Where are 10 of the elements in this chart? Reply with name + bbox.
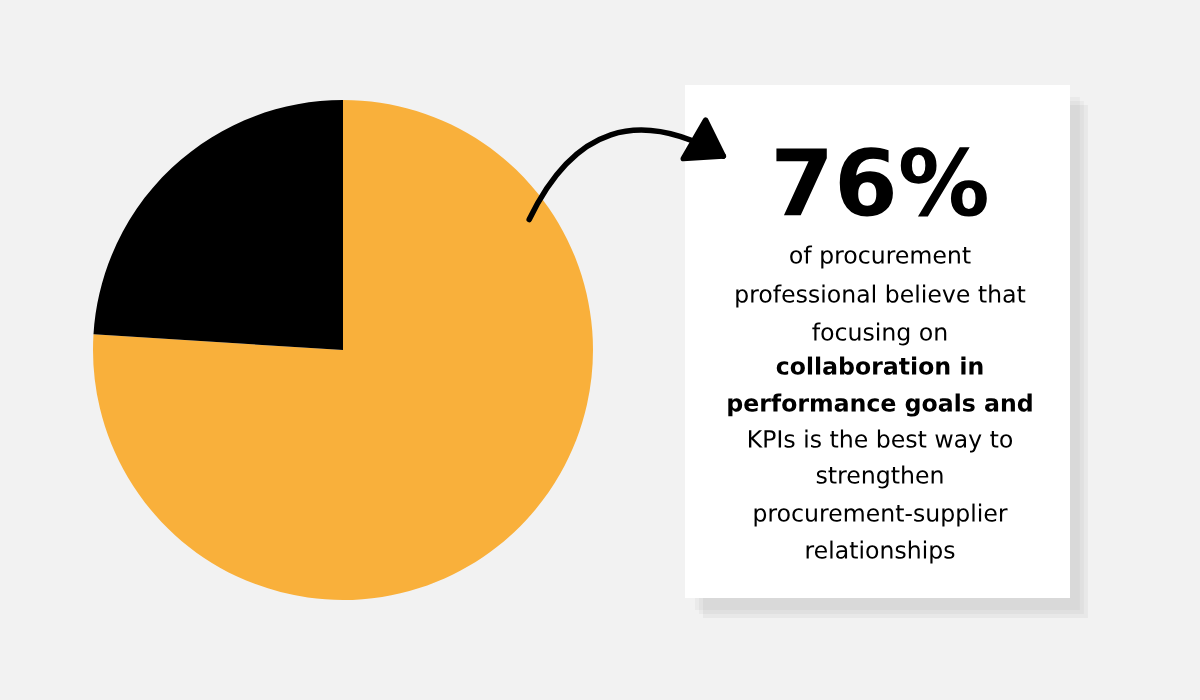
text: professional believe that	[736, 284, 1026, 308]
text: of procurement	[790, 245, 971, 269]
text: 76%	[776, 147, 987, 217]
text: focusing on	[812, 322, 947, 346]
text: strengthen	[816, 465, 943, 489]
text: procurement-supplier	[754, 503, 1008, 527]
text: relationships	[806, 540, 955, 564]
text: collaboration in	[776, 356, 983, 375]
text: KPIs is the best way to	[749, 429, 1013, 453]
text: performance goals and	[728, 393, 1032, 417]
